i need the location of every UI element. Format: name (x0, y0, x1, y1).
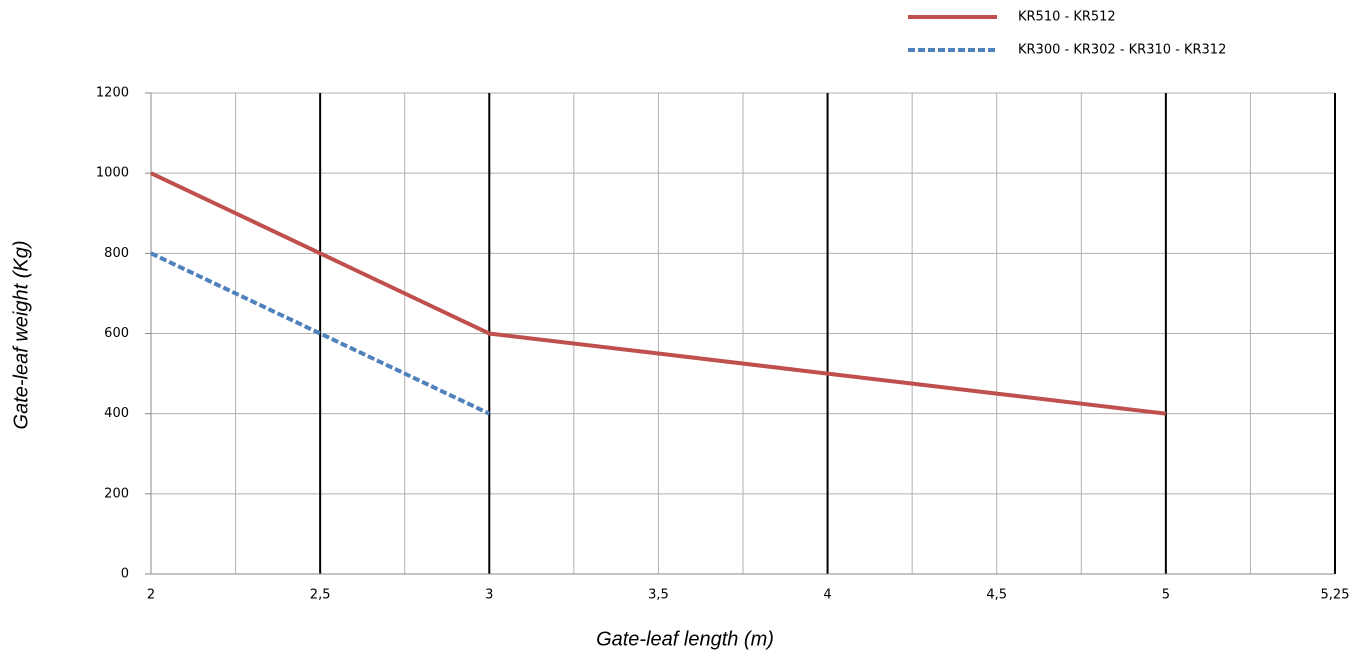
x-tick-label: 4,5 (986, 588, 1007, 603)
legend-label: KR300 - KR302 - KR310 - KR312 (1018, 43, 1226, 58)
y-tick-label: 400 (104, 406, 129, 421)
y-tick-label: 1200 (96, 86, 129, 101)
x-tick-label: 5 (1162, 588, 1170, 603)
y-tick-label: 0 (121, 567, 129, 582)
x-tick-label: 3,5 (648, 588, 669, 603)
y-tick-label: 1000 (96, 166, 129, 181)
y-tick-label: 200 (104, 486, 129, 501)
y-axis-title: Gate-leaf weight (Kg) (10, 241, 32, 430)
y-tick-label: 600 (104, 326, 129, 341)
y-tick-label: 800 (104, 246, 129, 261)
series-line (150, 171, 1167, 416)
x-axis-title: Gate-leaf length (m) (596, 628, 774, 650)
x-tick-label: 2 (147, 588, 155, 603)
x-tick-label: 5,25 (1321, 588, 1350, 603)
x-tick-label: 4 (823, 588, 831, 603)
x-tick-label: 3 (485, 588, 493, 603)
x-tick-label: 2,5 (310, 588, 331, 603)
series-line (150, 251, 491, 416)
legend-label: KR510 - KR512 (1018, 10, 1116, 25)
